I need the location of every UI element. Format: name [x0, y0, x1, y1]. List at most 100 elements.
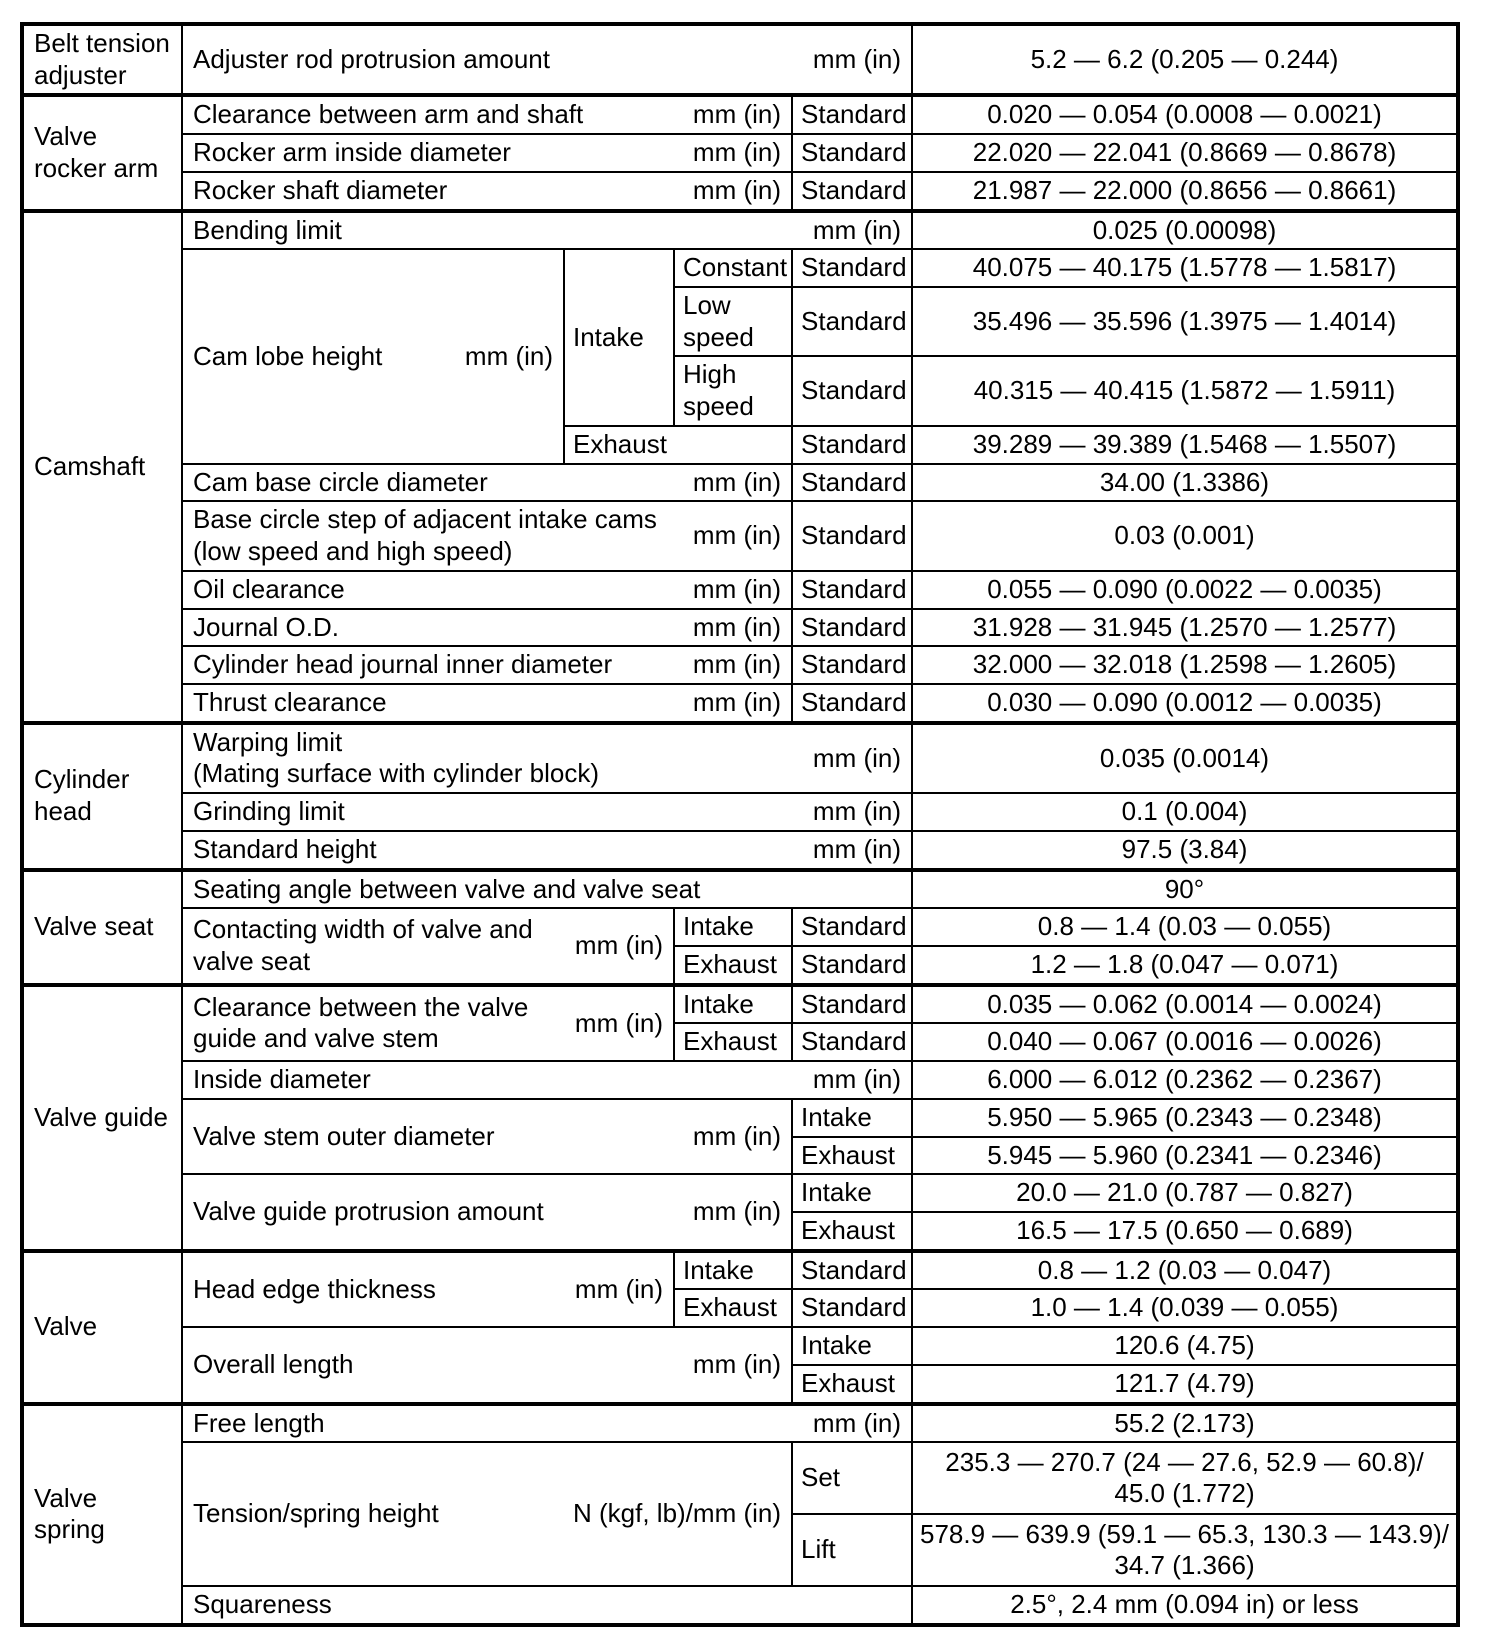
spec-label: Clearance between arm and shaft	[193, 99, 584, 130]
unit-label: mm (in)	[812, 1064, 901, 1095]
component-text: Valve guide	[34, 1101, 168, 1132]
spec-label: Free length	[193, 1407, 325, 1438]
spec-label: Thrust clearance	[193, 686, 387, 717]
spec-label: Grinding limit	[193, 796, 345, 827]
component-text: Cylinder head	[34, 764, 130, 827]
standard-label: Standard	[791, 170, 913, 212]
component-text: Valve seat	[34, 911, 154, 942]
component-text: Valve	[34, 1311, 98, 1342]
standard-label: Standard	[791, 500, 913, 572]
unit-label: mm (in)	[812, 833, 901, 864]
unit-label: mm (in)	[692, 686, 781, 717]
unit-label: N (kgf, lb)/mm (in)	[573, 1498, 781, 1529]
standard-label: Standard	[791, 133, 913, 173]
spec-label: Rocker shaft diameter	[193, 174, 448, 205]
engine-specifications-table: Belt tension adjuster Adjuster rod protr…	[20, 22, 1460, 1627]
unit-label: mm (in)	[692, 1349, 781, 1380]
spec-cell: Clearance between the valve guide and va…	[181, 982, 675, 1063]
spec-cell: Oil clearance mm (in)	[181, 569, 793, 610]
spec-label: Overall length	[193, 1349, 354, 1380]
unit-label: mm (in)	[812, 214, 901, 245]
spec-label: Seating angle between valve and valve se…	[193, 873, 701, 904]
port-label: Intake	[673, 982, 793, 1025]
spec-cell: Seating angle between valve and valve se…	[181, 867, 913, 910]
spec-label: Standard height	[193, 833, 377, 864]
unit-label: mm (in)	[692, 137, 781, 168]
spec-value: 0.055 — 0.090 (0.0022 — 0.0035)	[911, 569, 1459, 610]
component-text: Valve spring	[34, 1482, 105, 1545]
spec-value: 20.0 — 21.0 (0.787 — 0.827)	[911, 1173, 1459, 1213]
spec-cell: Tension/spring height N (kgf, lb)/mm (in…	[181, 1441, 793, 1588]
spec-label: Bending limit	[193, 214, 342, 245]
spec-value: 0.03 (0.001)	[911, 500, 1459, 572]
unit-label: mm (in)	[692, 520, 781, 551]
spec-cell: Cylinder head journal inner diameter mm …	[181, 645, 793, 685]
unit-label: mm (in)	[812, 43, 901, 74]
spec-value: 16.5 — 17.5 (0.650 — 0.689)	[911, 1211, 1459, 1252]
standard-label: Standard	[791, 982, 913, 1025]
spec-value: 40.315 — 40.415 (1.5872 — 1.5911)	[911, 355, 1459, 427]
spec-cell: Base circle step of adjacent intake cams…	[181, 500, 793, 572]
component-text: Camshaft	[34, 450, 146, 481]
component-label: Cylinder head	[21, 720, 183, 871]
spec-cell: Free length mm (in)	[181, 1401, 913, 1444]
unit-label: mm (in)	[574, 1273, 663, 1304]
port-label: Intake	[791, 1326, 913, 1366]
spec-value: 55.2 (2.173)	[911, 1401, 1459, 1444]
spec-value: 0.030 — 0.090 (0.0012 — 0.0035)	[911, 682, 1459, 724]
unit-label: mm (in)	[812, 796, 901, 827]
standard-label: Standard	[791, 286, 913, 358]
spec-cell: Cam base circle diameter mm (in)	[181, 462, 793, 503]
spec-value: 121.7 (4.79)	[911, 1363, 1459, 1405]
spec-value: 0.1 (0.004)	[911, 792, 1459, 832]
spec-value: 120.6 (4.75)	[911, 1326, 1459, 1366]
port-label: Exhaust	[673, 1288, 793, 1329]
spec-value: 40.075 — 40.175 (1.5778 — 1.5817)	[911, 248, 1459, 289]
spec-cell: Grinding limit mm (in)	[181, 792, 913, 832]
component-text: Valve rocker arm	[34, 121, 159, 184]
standard-label: Standard	[791, 1248, 913, 1291]
spec-cell: Standard height mm (in)	[181, 829, 913, 871]
unit-label: mm (in)	[812, 742, 901, 773]
unit-label: mm (in)	[812, 1407, 901, 1438]
standard-label: Standard	[791, 424, 913, 465]
unit-label: mm (in)	[692, 611, 781, 642]
spec-label: Tension/spring height	[193, 1498, 439, 1529]
spec-label: Oil clearance	[193, 573, 345, 604]
port-label: Intake	[673, 1248, 793, 1291]
spec-value: 235.3 — 270.7 (24 — 27.6, 52.9 — 60.8)/ …	[911, 1441, 1459, 1516]
spec-value: 39.289 — 39.389 (1.5468 — 1.5507)	[911, 424, 1459, 465]
spec-value: 6.000 — 6.012 (0.2362 — 0.2367)	[911, 1060, 1459, 1100]
spec-label: Cam base circle diameter	[193, 466, 488, 497]
standard-label: Standard	[791, 462, 913, 503]
spec-cell: Head edge thickness mm (in)	[181, 1248, 675, 1329]
component-label: Valve seat	[21, 867, 183, 986]
unit-label: mm (in)	[574, 930, 663, 961]
spec-cell: Squareness	[181, 1585, 913, 1627]
standard-label: Standard	[791, 907, 913, 947]
standard-label: Standard	[791, 355, 913, 427]
spec-cell: Journal O.D. mm (in)	[181, 607, 793, 648]
spec-value: 0.025 (0.00098)	[911, 208, 1459, 251]
spec-value: 32.000 — 32.018 (1.2598 — 1.2605)	[911, 645, 1459, 685]
spec-label: Adjuster rod protrusion amount	[193, 43, 550, 74]
spec-value: 5.2 — 6.2 (0.205 — 0.244)	[911, 22, 1459, 97]
spec-cell: Rocker arm inside diameter mm (in)	[181, 133, 793, 173]
spec-label: Contacting width of valve and valve seat	[193, 914, 533, 976]
standard-label: Standard	[791, 645, 913, 685]
port-label: Exhaust	[563, 424, 793, 465]
spec-value: 90°	[911, 867, 1459, 910]
spec-value: 22.020 — 22.041 (0.8669 — 0.8678)	[911, 133, 1459, 173]
spec-value: 0.8 — 1.4 (0.03 — 0.055)	[911, 907, 1459, 947]
port-label: Exhaust	[791, 1211, 913, 1252]
spec-label: Valve stem outer diameter	[193, 1120, 495, 1151]
standard-label: Standard	[791, 607, 913, 648]
spec-cell: Overall length mm (in)	[181, 1326, 793, 1405]
unit-label: mm (in)	[692, 573, 781, 604]
spec-value: 0.035 (0.0014)	[911, 720, 1459, 795]
spec-label: Clearance between the valve guide and va…	[193, 991, 529, 1054]
spec-cell: Thrust clearance mm (in)	[181, 682, 793, 724]
spec-value: 0.8 — 1.2 (0.03 — 0.047)	[911, 1248, 1459, 1291]
spec-value: 0.020 — 0.054 (0.0008 — 0.0021)	[911, 93, 1459, 136]
unit-label: mm (in)	[692, 99, 781, 130]
